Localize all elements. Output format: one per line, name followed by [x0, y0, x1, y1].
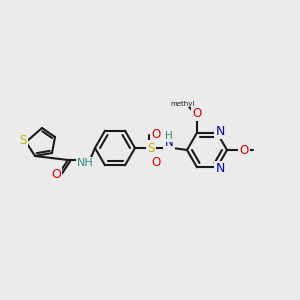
Text: O: O	[51, 169, 61, 182]
Text: S: S	[147, 142, 155, 154]
Text: methyl: methyl	[171, 101, 195, 107]
Text: NH: NH	[76, 158, 93, 168]
Text: O: O	[152, 155, 160, 169]
Text: S: S	[19, 134, 27, 148]
Text: H: H	[165, 131, 173, 141]
Text: N: N	[215, 125, 225, 138]
Text: O: O	[239, 143, 249, 157]
Text: O: O	[152, 128, 160, 140]
Text: O: O	[192, 107, 202, 120]
Text: N: N	[165, 136, 173, 149]
Text: N: N	[215, 162, 225, 175]
